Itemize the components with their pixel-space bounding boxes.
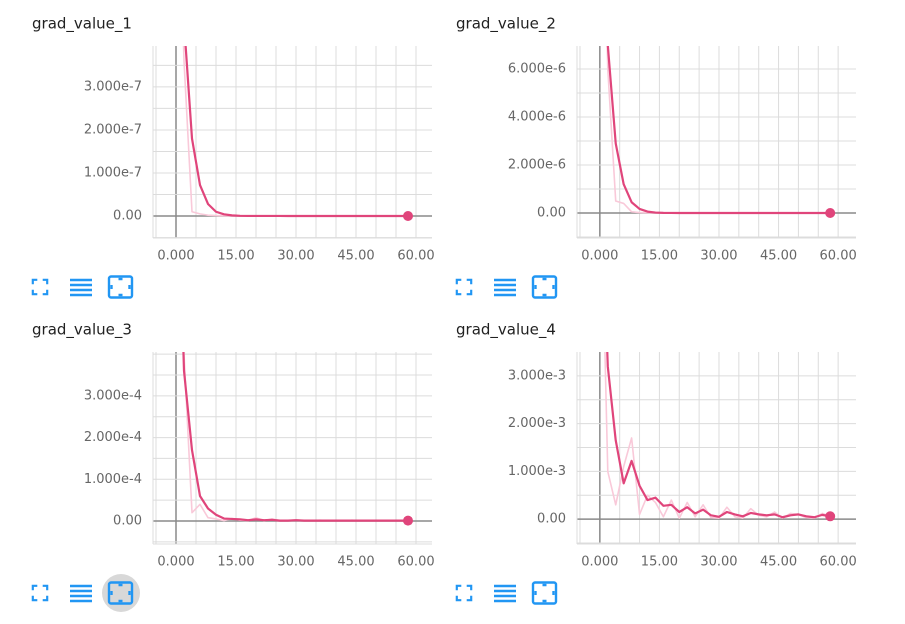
y-tick-label: 1.000e-7 (84, 165, 142, 180)
x-tick-label: 0.000 (157, 249, 194, 264)
x-tick-label: 0.000 (581, 249, 618, 264)
chart-title: grad_value_2 (456, 15, 556, 34)
x-tick-label: 60.00 (397, 555, 434, 570)
x-tick-label: 30.00 (700, 249, 737, 264)
plot-lines (182, 46, 408, 218)
fit-domain-button[interactable] (107, 275, 134, 299)
chart-card: grad_value_4 0.00 1.000e-3 2.000e-3 3.000e-3… (456, 321, 857, 570)
x-tick-label: 15.00 (641, 555, 678, 570)
plot-lines (604, 352, 831, 520)
plot-lines (606, 46, 831, 215)
x-tick-label: 60.00 (820, 555, 857, 570)
x-tick-label: 0.000 (157, 555, 194, 570)
raw-line (604, 352, 831, 520)
log-scale-button[interactable] (493, 278, 517, 297)
last-point (825, 208, 836, 219)
x-tick-label: 45.00 (337, 249, 374, 264)
x-tick-label: 45.00 (760, 555, 797, 570)
y-tick-label: 4.000e-6 (508, 110, 566, 125)
x-tick-label: 60.00 (820, 249, 857, 264)
chart-card: grad_value_1 0.00 1.000e-7 2.000e-7 3.000e-7… (32, 15, 435, 264)
y-tick-label: 3.000e-3 (508, 368, 566, 383)
x-tick-label: 45.00 (760, 249, 797, 264)
y-tick-label: 3.000e-7 (84, 79, 142, 94)
x-tick-label: 60.00 (397, 249, 434, 264)
log-scale-button[interactable] (69, 278, 93, 297)
fullscreen-button[interactable] (31, 278, 49, 296)
log-scale-button[interactable] (493, 584, 517, 603)
smoothed-line (182, 352, 408, 522)
chart-title: grad_value_4 (456, 321, 556, 340)
x-tick-label: 45.00 (337, 555, 374, 570)
y-tick-label: 3.000e-4 (84, 388, 142, 403)
fit-domain-button[interactable] (531, 275, 558, 299)
y-tick-label: 2.000e-4 (84, 430, 142, 445)
last-point (403, 515, 413, 526)
x-tick-label: 30.00 (700, 555, 737, 570)
raw-line (606, 46, 831, 214)
y-tick-label: 0.00 (537, 512, 566, 527)
y-tick-label: 6.000e-6 (508, 62, 566, 77)
y-tick-label: 0.00 (113, 209, 142, 224)
chart-title: grad_value_3 (32, 321, 132, 340)
x-tick-label: 15.00 (641, 249, 678, 264)
y-tick-label: 2.000e-3 (508, 416, 566, 431)
x-tick-label: 30.00 (277, 555, 314, 570)
y-tick-label: 1.000e-4 (84, 472, 142, 487)
x-tick-label: 15.00 (217, 249, 254, 264)
y-tick-label: 2.000e-7 (84, 122, 142, 137)
plot-lines (182, 352, 408, 522)
chart-card: grad_value_3 0.00 1.000e-4 2.000e-4 3.000e-4… (32, 321, 435, 570)
y-tick-label: 2.000e-6 (508, 158, 566, 173)
smoothed-line (606, 352, 831, 519)
y-tick-label: 1.000e-3 (508, 464, 566, 479)
chart-title: grad_value_1 (32, 15, 132, 34)
x-tick-label: 0.000 (581, 555, 618, 570)
icon-highlight (102, 574, 140, 612)
last-point (825, 511, 836, 522)
fit-domain-button[interactable] (531, 581, 558, 605)
smoothed-line (184, 46, 408, 218)
x-tick-label: 15.00 (217, 555, 254, 570)
fullscreen-button[interactable] (31, 584, 49, 602)
log-scale-button[interactable] (69, 584, 93, 603)
smoothed-line (606, 46, 831, 215)
last-point (403, 211, 413, 222)
x-tick-label: 30.00 (277, 249, 314, 264)
chart-card: grad_value_2 0.00 2.000e-6 4.000e-6 6.000e-6… (456, 15, 857, 264)
y-tick-label: 0.00 (537, 206, 566, 221)
y-tick-label: 0.00 (113, 514, 142, 529)
fullscreen-button[interactable] (455, 278, 473, 296)
fullscreen-button[interactable] (455, 584, 473, 602)
